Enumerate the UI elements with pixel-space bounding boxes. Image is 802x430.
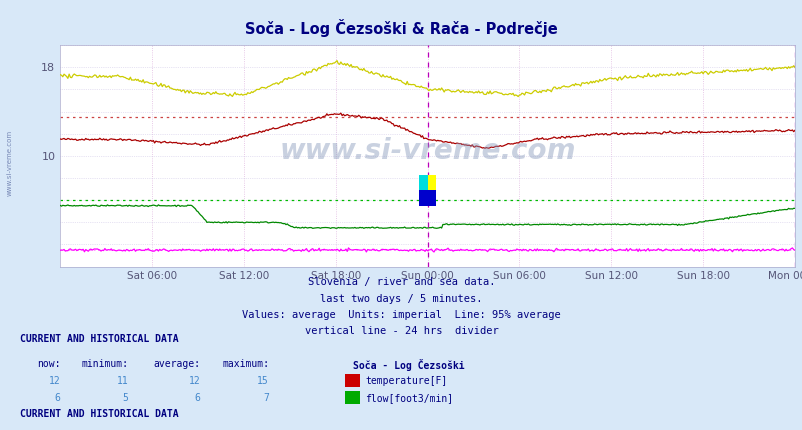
Text: now:: now: — [37, 359, 60, 369]
Text: Values: average  Units: imperial  Line: 95% average: Values: average Units: imperial Line: 95… — [242, 310, 560, 320]
Text: minimum:: minimum: — [81, 359, 128, 369]
Text: www.si-vreme.com: www.si-vreme.com — [6, 130, 13, 197]
Bar — [419, 175, 427, 206]
Text: vertical line - 24 hrs  divider: vertical line - 24 hrs divider — [304, 326, 498, 336]
Bar — [419, 190, 435, 206]
Text: Slovenia / river and sea data.: Slovenia / river and sea data. — [307, 277, 495, 287]
Text: www.si-vreme.com: www.si-vreme.com — [279, 138, 575, 166]
Text: average:: average: — [153, 359, 200, 369]
Text: 6: 6 — [195, 393, 200, 403]
Text: 12: 12 — [48, 376, 60, 386]
Bar — [419, 175, 435, 206]
Text: Soča - Log Čezsoški & Rača - Podrečje: Soča - Log Čezsoški & Rača - Podrečje — [245, 19, 557, 37]
Text: 12: 12 — [188, 376, 200, 386]
Text: 11: 11 — [116, 376, 128, 386]
Text: 6: 6 — [55, 393, 60, 403]
Text: flow[foot3/min]: flow[foot3/min] — [365, 393, 453, 403]
Text: 7: 7 — [263, 393, 269, 403]
Text: CURRENT AND HISTORICAL DATA: CURRENT AND HISTORICAL DATA — [20, 334, 179, 344]
Text: 5: 5 — [123, 393, 128, 403]
Text: 15: 15 — [257, 376, 269, 386]
Text: maximum:: maximum: — [221, 359, 269, 369]
Text: last two days / 5 minutes.: last two days / 5 minutes. — [320, 294, 482, 304]
Text: Soča - Log Čezsoški: Soča - Log Čezsoški — [353, 359, 464, 371]
Text: temperature[F]: temperature[F] — [365, 376, 447, 386]
Text: CURRENT AND HISTORICAL DATA: CURRENT AND HISTORICAL DATA — [20, 409, 179, 419]
